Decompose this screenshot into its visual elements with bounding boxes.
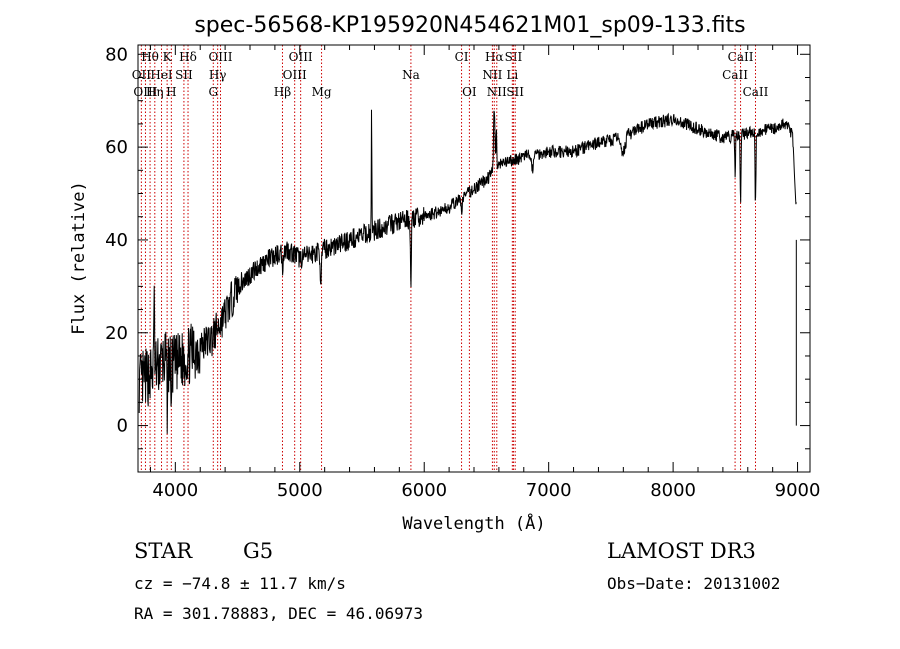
spectral-line-label: Hα — [485, 50, 504, 64]
spectral-line-label: Hθ — [141, 50, 159, 64]
plot-frame — [137, 44, 811, 473]
spectral-line-label: Li — [506, 68, 518, 82]
x-tick-label: 6000 — [401, 480, 447, 501]
y-tick-label: 60 — [105, 137, 128, 158]
spectral-line-label: SII — [505, 50, 523, 64]
y-tick-label: 80 — [105, 44, 128, 65]
x-tick-label: 9000 — [775, 480, 821, 501]
spectral-line-label: NII — [482, 68, 502, 82]
spectral-line-label: OIII — [133, 85, 157, 99]
chart-title: spec-56568-KP195920N454621M01_sp09-133.f… — [194, 13, 745, 38]
spectral-line-label: OIII — [208, 50, 232, 64]
spectral-line-label: Na — [402, 68, 420, 82]
survey-label: LAMOST DR3 — [607, 539, 756, 563]
spectral-line-label: CaII — [743, 85, 769, 99]
spectral-line-label: Hδ — [179, 50, 197, 64]
redshift-readout: cz = −74.8 ± 11.7 km/s — [134, 574, 346, 593]
y-tick-label: 40 — [105, 230, 128, 251]
spectral-line-label: H — [166, 85, 176, 99]
object-class: STAR — [134, 539, 193, 563]
x-tick-label: 7000 — [526, 480, 572, 501]
axis-ticks: 4000 5000 6000 7000 8000 9000 0 20 40 60 80 — [105, 44, 820, 501]
y-axis-label: Flux (relative) — [69, 181, 89, 335]
y-tick-label: 20 — [105, 323, 128, 344]
spectral-line-label: Hγ — [209, 68, 227, 82]
y-tick-label: 0 — [117, 416, 128, 437]
obs-date: Obs−Date: 20131002 — [607, 574, 781, 593]
x-axis-label: Wavelength (Å) — [402, 512, 545, 534]
coordinates: RA = 301.78883, DEC = 46.06973 — [134, 604, 423, 623]
spectrum-trace — [138, 109, 797, 434]
spectral-line-label: CaII — [728, 50, 754, 64]
spectral-line-label: G — [208, 85, 218, 99]
spectral-line-label: OII — [132, 68, 152, 82]
spectral-line-label: OI — [462, 85, 477, 99]
object-subclass: G5 — [243, 539, 274, 563]
spectrum-series — [138, 109, 797, 434]
spectral-line-label: K — [163, 50, 173, 64]
spectral-line-label: NII — [487, 85, 507, 99]
x-tick-label: 8000 — [650, 480, 696, 501]
spectral-line-label: OIII — [289, 50, 313, 64]
spectral-line-label: HeI — [150, 68, 173, 82]
x-tick-label: 4000 — [152, 480, 198, 501]
spectral-line-label: Mg — [312, 85, 332, 99]
spectral-line-label: SII — [506, 85, 524, 99]
spectral-line-label: OIII — [283, 68, 307, 82]
spectral-line-label: CaII — [722, 68, 748, 82]
spectral-line-label: Hη — [146, 85, 164, 99]
spectral-line-label: Hβ — [274, 85, 291, 99]
x-tick-label: 5000 — [277, 480, 323, 501]
spectral-line-label: CI — [455, 50, 469, 64]
spectral-line-label: SII — [175, 68, 193, 82]
